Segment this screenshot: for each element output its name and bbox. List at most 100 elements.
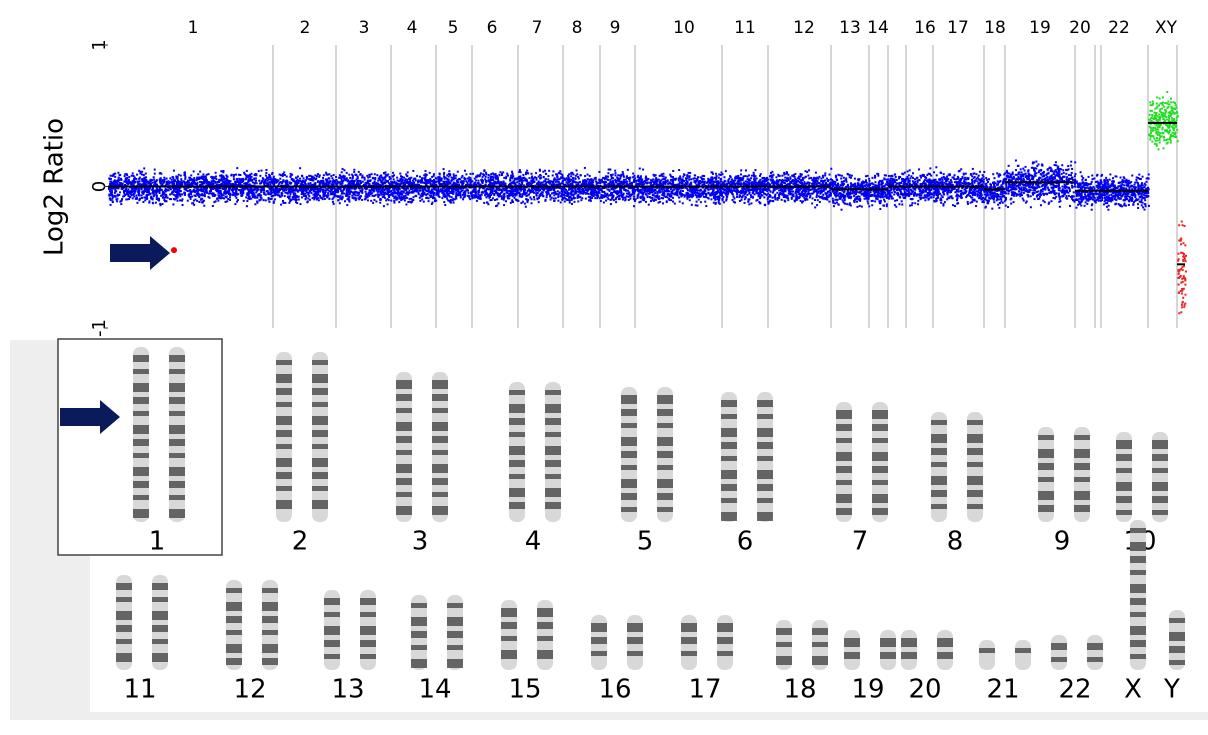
probe: [431, 203, 433, 205]
probe: [154, 173, 156, 175]
probe: [262, 189, 264, 191]
probe: [301, 196, 303, 198]
probe: [164, 200, 166, 202]
probe: [304, 181, 306, 183]
probe: [342, 176, 344, 178]
probe: [453, 202, 455, 204]
probe: [111, 192, 113, 194]
probe: [548, 170, 550, 172]
probe: [510, 194, 512, 196]
probe: [258, 194, 260, 196]
probe: [423, 201, 425, 203]
probe: [488, 174, 490, 176]
probe: [525, 206, 527, 208]
probe: [265, 199, 267, 201]
probe: [511, 189, 513, 191]
probe: [596, 182, 598, 184]
probe: [571, 203, 573, 205]
probe: [526, 192, 528, 194]
probe: [125, 180, 127, 182]
probe: [245, 196, 247, 198]
probe: [394, 192, 396, 194]
probe: [635, 198, 637, 200]
probe: [601, 179, 603, 181]
probe: [313, 190, 315, 192]
probe: [215, 188, 217, 190]
probe: [201, 201, 203, 203]
probe: [467, 192, 469, 194]
probe: [443, 172, 445, 174]
probe: [568, 199, 570, 201]
probe: [523, 177, 525, 179]
probe: [616, 177, 618, 179]
probe: [425, 170, 427, 172]
probe: [372, 177, 374, 179]
probe: [626, 176, 628, 178]
probe: [278, 194, 280, 196]
probe: [133, 175, 135, 177]
probe: [623, 193, 625, 195]
probe: [290, 173, 292, 175]
probe: [490, 177, 492, 179]
probe: [197, 193, 199, 195]
probe: [560, 201, 562, 203]
probe: [226, 176, 228, 178]
probe: [329, 190, 331, 192]
probe: [219, 193, 221, 195]
probe: [358, 192, 360, 194]
probe: [605, 195, 607, 197]
probe: [160, 178, 162, 180]
probe: [211, 176, 213, 178]
probe: [498, 180, 500, 182]
probe: [317, 173, 319, 175]
probe: [625, 197, 627, 199]
probe: [372, 202, 374, 204]
probe: [273, 200, 275, 202]
probe: [315, 193, 317, 195]
probe: [553, 198, 555, 200]
probe: [164, 179, 166, 181]
probe: [585, 183, 587, 185]
probe: [557, 200, 559, 202]
probe: [438, 195, 440, 197]
probe: [524, 179, 526, 181]
probe: [273, 176, 275, 178]
probe: [387, 173, 389, 175]
probe: [594, 197, 596, 199]
probe: [439, 173, 441, 175]
probe: [301, 183, 303, 185]
probe: [578, 191, 580, 193]
probe: [208, 181, 210, 183]
probe: [587, 178, 589, 180]
probe: [294, 180, 296, 182]
probe: [611, 195, 613, 197]
probe: [206, 174, 208, 176]
probe: [184, 178, 186, 180]
probe: [390, 200, 392, 202]
probe: [568, 179, 570, 181]
probe: [109, 198, 111, 200]
chromosome-label: 5: [448, 18, 459, 38]
probe: [170, 188, 172, 190]
probe: [617, 192, 619, 194]
probe: [119, 191, 121, 193]
probe: [343, 189, 345, 191]
probe: [500, 171, 502, 173]
probe: [114, 195, 116, 197]
probe: [329, 180, 331, 182]
probe: [368, 195, 370, 197]
probe: [142, 201, 144, 203]
probe: [506, 173, 508, 175]
probe: [269, 184, 271, 186]
probe: [166, 190, 168, 192]
probe: [512, 175, 514, 177]
probe: [412, 199, 414, 201]
probe: [136, 202, 138, 204]
probe: [292, 178, 294, 180]
probe: [258, 199, 260, 201]
probe: [614, 170, 616, 172]
probe: [365, 198, 367, 200]
probe: [572, 180, 574, 182]
probe: [209, 192, 211, 194]
probe: [317, 181, 319, 183]
